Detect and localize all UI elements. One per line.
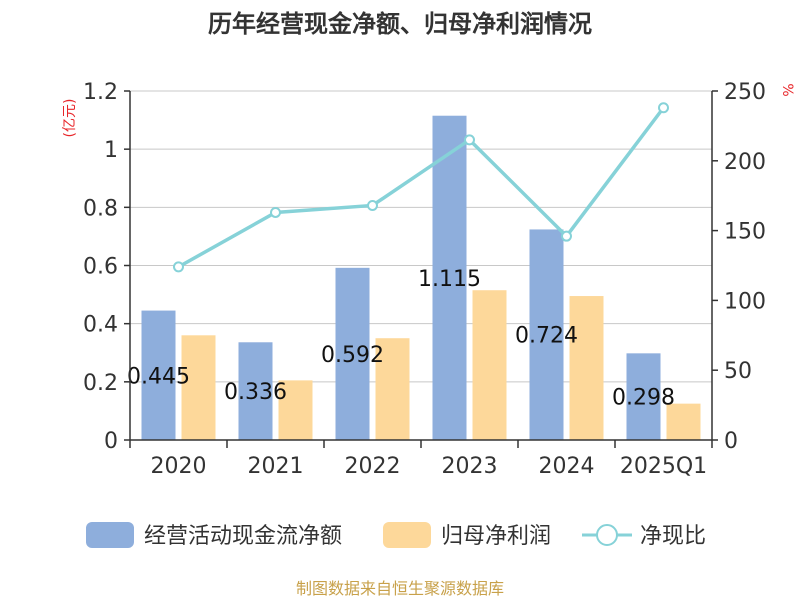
ratio-line <box>173 102 669 273</box>
left-tick-label: 0.8 <box>83 196 118 221</box>
x-tick-label: 2025Q1 <box>620 454 707 479</box>
bar-operating-cash-flow <box>626 353 661 440</box>
data-label: 0.592 <box>321 343 384 368</box>
legend: 经营活动现金流净额 归母净利润 净现比 <box>86 522 706 549</box>
x-tick-label: 2022 <box>345 454 401 479</box>
ratio-point <box>658 102 669 114</box>
legend-swatch-net-profit <box>383 522 431 548</box>
bar-operating-cash-flow <box>141 310 176 440</box>
right-tick-label: 0 <box>724 429 738 454</box>
bar-operating-cash-flow <box>335 267 370 440</box>
legend-marker-ratio <box>596 524 618 546</box>
source-note: 制图数据来自恒生聚源数据库 <box>296 579 504 598</box>
right-tick-label: 100 <box>724 289 766 314</box>
bars <box>141 115 701 441</box>
bar-net-profit <box>666 403 701 440</box>
bar-net-profit <box>278 380 313 440</box>
data-label: 1.115 <box>418 267 481 292</box>
ratio-point <box>173 261 184 273</box>
legend-swatch-operating-cash-flow <box>86 522 134 548</box>
data-label: 0.298 <box>612 386 675 411</box>
legend-label: 净现比 <box>640 524 706 549</box>
ratio-point <box>367 199 378 211</box>
ratio-line-path <box>177 106 665 269</box>
bar-net-profit <box>181 335 216 440</box>
ratio-point <box>464 134 475 146</box>
bar-net-profit <box>375 338 410 440</box>
data-labels: 0.445 0.336 0.592 1.115 0.724 0.298 <box>127 267 675 411</box>
left-tick-label: 0.4 <box>83 313 118 338</box>
ratio-point <box>270 206 281 218</box>
left-tick-label: 0.2 <box>83 371 118 396</box>
legend-label: 归母净利润 <box>441 524 551 549</box>
x-tick-label: 2024 <box>539 454 595 479</box>
data-label: 0.724 <box>515 324 578 349</box>
legend-label: 经营活动现金流净额 <box>144 524 342 549</box>
left-tick-label: 1.2 <box>83 80 118 105</box>
right-tick-label: 200 <box>724 150 766 175</box>
bar-net-profit <box>569 296 604 440</box>
axes: 0 0.2 0.4 0.6 0.8 1 1.2 0 50 100 150 200 250 (亿元)% 202… <box>62 80 795 479</box>
left-axis-unit: (亿元) <box>62 99 78 138</box>
right-tick-label: 150 <box>724 220 766 245</box>
grid-lines <box>130 90 712 383</box>
x-tick-label: 2021 <box>248 454 304 479</box>
right-tick-label: 50 <box>724 359 752 384</box>
data-label: 0.336 <box>224 380 287 405</box>
data-label: 0.445 <box>127 364 190 389</box>
bar-operating-cash-flow <box>529 229 564 440</box>
left-tick-label: 0 <box>104 429 118 454</box>
x-tick-label: 2020 <box>151 454 207 479</box>
left-tick-label: 1 <box>104 138 118 163</box>
bar-net-profit <box>472 290 507 440</box>
right-tick-label: 250 <box>724 80 766 105</box>
left-tick-label: 0.6 <box>83 255 118 280</box>
x-tick-label: 2023 <box>442 454 498 479</box>
bar-operating-cash-flow <box>238 342 273 440</box>
chart-title: 历年经营现金净额、归母净利润情况 <box>208 10 592 38</box>
right-axis-unit: % <box>779 83 795 96</box>
ratio-point <box>561 230 572 242</box>
bar-operating-cash-flow <box>432 115 467 441</box>
